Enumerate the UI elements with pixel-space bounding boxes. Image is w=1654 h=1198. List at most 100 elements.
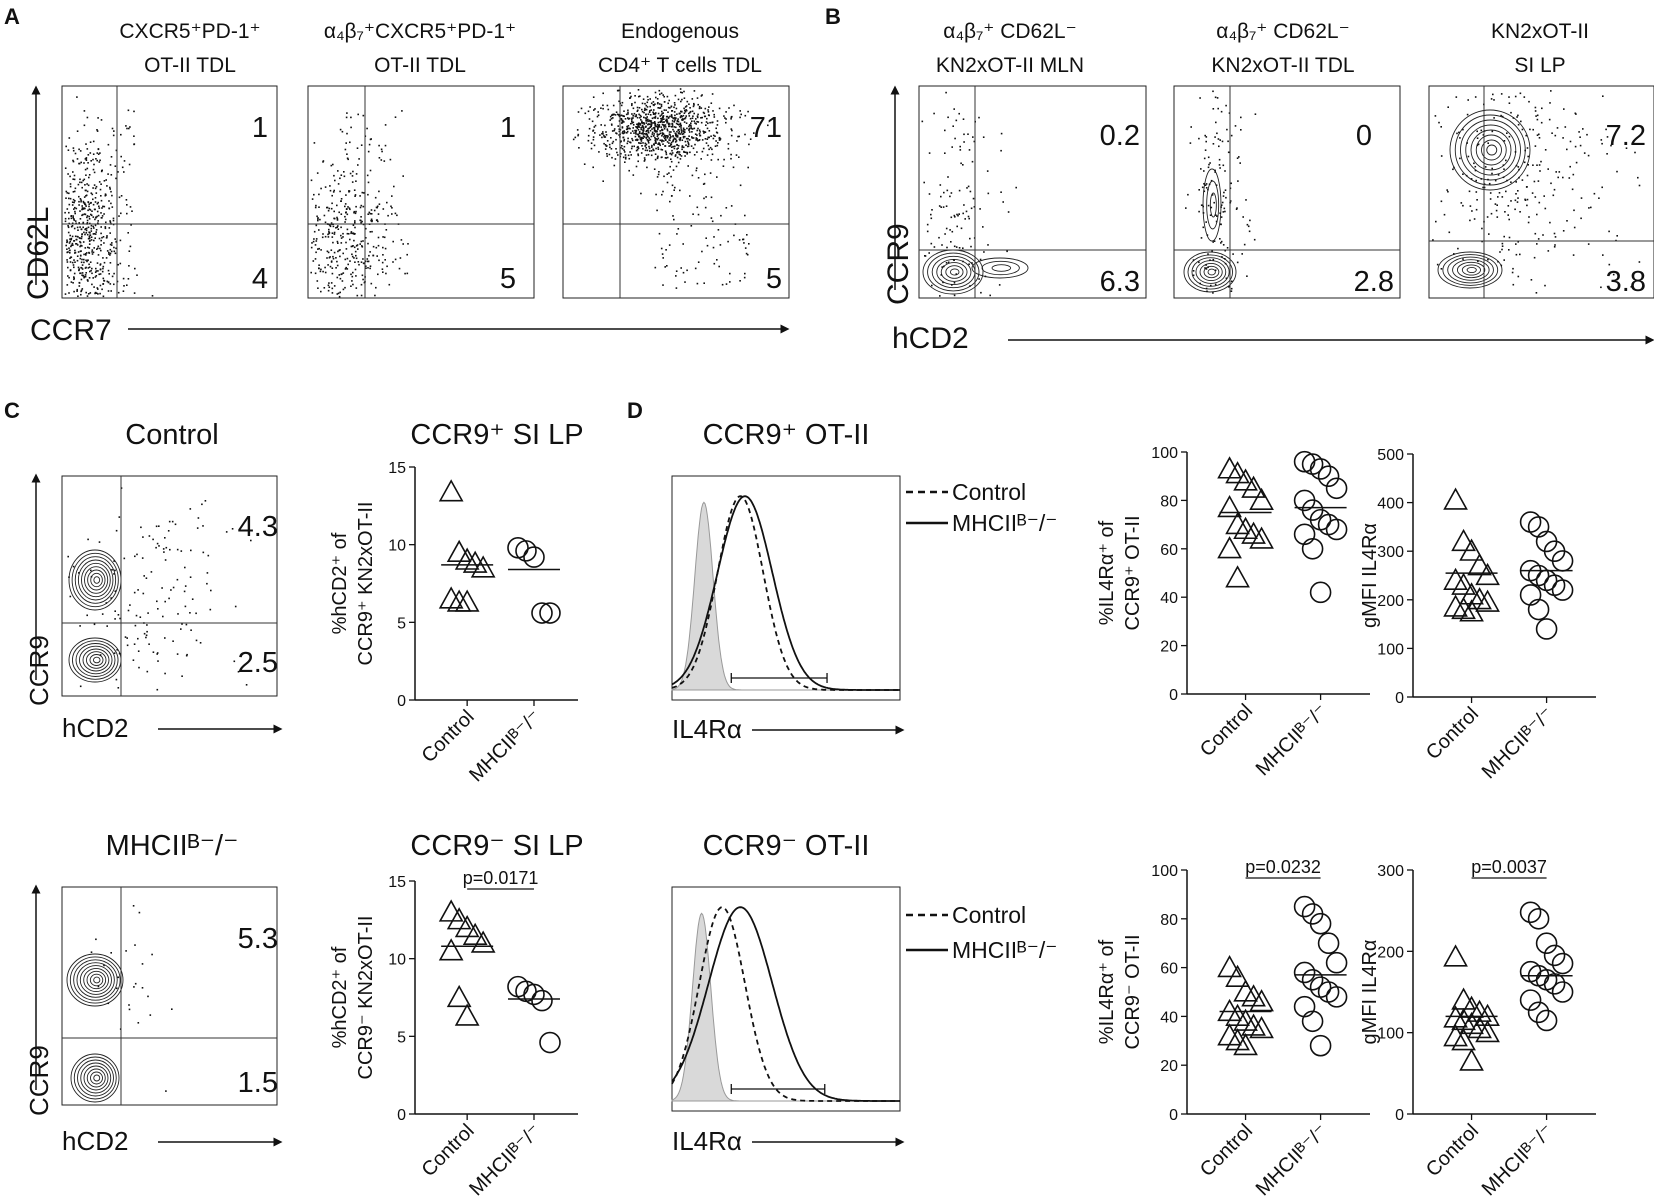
flow-event-dot bbox=[80, 278, 83, 281]
flow-event-dot bbox=[378, 157, 381, 159]
flow-event-dot bbox=[625, 113, 628, 116]
flow-event-dot bbox=[959, 145, 961, 148]
x-category-label: Control bbox=[418, 706, 479, 767]
flow-event-dot bbox=[81, 272, 84, 274]
flow-event-dot bbox=[674, 141, 677, 143]
flow-event-dot bbox=[347, 206, 349, 208]
flow-event-dot bbox=[691, 131, 693, 133]
flow-event-dot bbox=[670, 141, 673, 144]
data-point-triangle bbox=[1217, 998, 1242, 1022]
flow-event-dot bbox=[606, 155, 608, 157]
flow-event-dot bbox=[1213, 201, 1215, 204]
flow-event-dot bbox=[679, 133, 682, 135]
flow-event-dot bbox=[639, 123, 642, 125]
flow-event-dot bbox=[712, 137, 715, 140]
flow-event-dot bbox=[323, 287, 326, 289]
flow-event-dot bbox=[74, 261, 76, 263]
y-tick-label: 0 bbox=[1395, 1107, 1404, 1124]
flow-event-dot bbox=[118, 196, 121, 199]
dot-cloud bbox=[921, 91, 1017, 297]
flow-event-dot bbox=[330, 222, 333, 224]
panel-a-title-1-line-2: OT-II TDL bbox=[144, 54, 236, 77]
flow-event-dot bbox=[693, 154, 696, 156]
flow-event-dot bbox=[687, 145, 690, 147]
flow-event-dot bbox=[345, 208, 348, 210]
flow-event-dot bbox=[117, 614, 120, 616]
flow-event-dot bbox=[90, 224, 93, 227]
flow-event-dot bbox=[324, 221, 327, 224]
flow-event-dot bbox=[103, 242, 105, 244]
flow-event-dot bbox=[126, 204, 128, 206]
flow-event-dot bbox=[629, 151, 631, 153]
flow-event-dot bbox=[959, 149, 962, 151]
flow-event-dot bbox=[696, 120, 698, 123]
flow-event-dot bbox=[644, 102, 646, 105]
flow-event-dot bbox=[676, 113, 678, 115]
flow-event-dot bbox=[337, 170, 339, 172]
flow-event-dot bbox=[588, 127, 591, 130]
flow-event-dot bbox=[126, 127, 128, 130]
flow-event-dot bbox=[635, 133, 637, 135]
flow-event-dot bbox=[114, 590, 117, 592]
flow-event-dot bbox=[660, 247, 663, 250]
flow-event-dot bbox=[72, 191, 75, 193]
flow-event-dot bbox=[164, 537, 166, 539]
flow-event-dot bbox=[129, 604, 131, 606]
flow-event-dot bbox=[80, 199, 82, 201]
contour-ring bbox=[1461, 264, 1481, 276]
flow-event-dot bbox=[105, 179, 107, 181]
flow-event-dot bbox=[181, 623, 183, 625]
flow-event-dot bbox=[685, 122, 688, 124]
flow-event-dot bbox=[67, 555, 69, 558]
flow-event-dot bbox=[643, 123, 646, 125]
flow-event-dot bbox=[584, 112, 587, 115]
flow-event-dot bbox=[669, 115, 671, 118]
flow-event-dot bbox=[81, 205, 83, 207]
flow-event-dot bbox=[953, 108, 955, 110]
flow-event-dot bbox=[1515, 193, 1517, 195]
data-point-triangle bbox=[462, 922, 488, 945]
flow-event-dot bbox=[79, 685, 82, 688]
flow-event-dot bbox=[333, 285, 336, 287]
flow-event-dot bbox=[145, 577, 148, 579]
flow-event-dot bbox=[645, 117, 648, 120]
contour-ring bbox=[70, 1053, 120, 1103]
contour-ring bbox=[945, 265, 964, 279]
flow-event-dot bbox=[1569, 140, 1572, 143]
y-tick-label: 200 bbox=[1377, 944, 1404, 961]
flow-event-dot bbox=[125, 950, 127, 952]
contour-ring bbox=[1456, 261, 1486, 279]
flow-event-dot bbox=[1549, 221, 1551, 224]
flow-event-dot bbox=[102, 236, 105, 238]
flow-event-dot bbox=[661, 110, 663, 113]
flow-event-dot bbox=[1590, 206, 1592, 209]
flow-event-dot bbox=[79, 150, 82, 152]
flow-event-dot bbox=[591, 120, 594, 123]
flow-event-dot bbox=[577, 133, 580, 136]
flow-event-dot bbox=[1634, 151, 1636, 154]
flow-event-dot bbox=[80, 266, 82, 269]
flow-event-dot bbox=[1214, 214, 1217, 216]
flow-event-dot bbox=[673, 121, 676, 123]
flow-event-dot bbox=[315, 238, 318, 240]
flow-event-dot bbox=[1460, 202, 1463, 204]
flow-event-dot bbox=[350, 273, 352, 276]
flow-event-dot bbox=[1473, 218, 1476, 220]
flow-event-dot bbox=[671, 124, 674, 126]
flow-event-dot bbox=[76, 290, 78, 292]
flow-event-dot bbox=[697, 103, 699, 106]
flow-event-dot bbox=[140, 526, 142, 529]
flow-event-dot bbox=[1466, 113, 1469, 116]
flow-event-dot bbox=[675, 122, 678, 125]
flow-event-dot bbox=[744, 272, 746, 275]
flow-event-dot bbox=[66, 208, 69, 210]
flow-event-dot bbox=[693, 104, 695, 106]
flow-event-dot bbox=[73, 266, 75, 269]
flow-event-dot bbox=[92, 168, 95, 171]
flow-event-dot bbox=[73, 227, 76, 230]
y-tick-label: 10 bbox=[388, 952, 406, 969]
flow-event-dot bbox=[336, 240, 339, 243]
flow-event-dot bbox=[1575, 113, 1577, 115]
flow-event-dot bbox=[1556, 127, 1559, 129]
flow-event-dot bbox=[653, 128, 656, 130]
